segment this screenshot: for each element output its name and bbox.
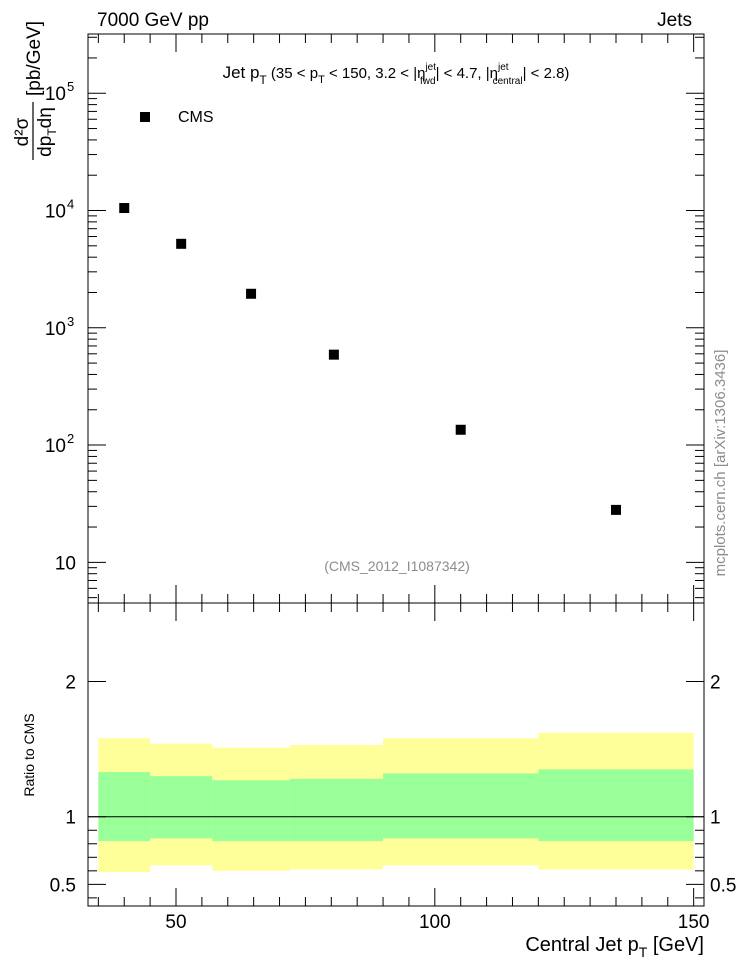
x-tick-labels: 50 100 150 bbox=[165, 912, 709, 933]
inner-band-bin bbox=[538, 769, 694, 842]
main-ticks bbox=[88, 34, 704, 603]
ratio-ticks bbox=[88, 603, 704, 906]
ratio-y-tick-label-right: 1 bbox=[710, 808, 721, 829]
legend-marker-cms bbox=[140, 112, 150, 122]
side-source-label: mcplots.cern.ch [arXiv:1306.3436] bbox=[712, 350, 729, 577]
main-y-tick-label-exponent: 5 bbox=[67, 79, 74, 94]
x-tick-label: 100 bbox=[419, 912, 451, 933]
main-y-tick-label: 10 bbox=[45, 319, 66, 340]
ratio-y-tick-label: 2 bbox=[65, 672, 76, 693]
main-y-tick-label: 10 bbox=[45, 202, 66, 223]
ratio-y-tick-label: 0.5 bbox=[50, 875, 76, 896]
y-label-unit: [pb/GeV] bbox=[24, 21, 45, 96]
data-point bbox=[246, 288, 257, 299]
ratio-y-tick-labels: 0.5 0.5 1 1 2 2 bbox=[50, 672, 737, 896]
data-points bbox=[119, 203, 621, 515]
main-y-tick-label-exponent: 3 bbox=[67, 314, 74, 329]
ratio-y-tick-label-right: 0.5 bbox=[710, 875, 736, 896]
inner-band-bin bbox=[289, 778, 384, 842]
plot-title: Jet pT (35 < pT < 150, 3.2 < |ηjet fwd| <… bbox=[223, 62, 570, 87]
ratio-y-axis-label: Ratio to CMS bbox=[21, 713, 37, 796]
data-point bbox=[119, 203, 130, 214]
main-y-tick-label: 10 bbox=[55, 553, 76, 574]
y-label-denominator: dpTdη bbox=[35, 107, 59, 157]
ratio-plot-frame bbox=[87, 602, 705, 907]
main-y-axis-label: d²σ dpTdη [pb/GeV] bbox=[12, 21, 59, 160]
main-y-tick-label-exponent: 4 bbox=[67, 197, 74, 212]
legend-label-cms: CMS bbox=[178, 109, 214, 126]
ratio-y-tick-label-right: 2 bbox=[710, 672, 721, 693]
process-label: Jets bbox=[657, 10, 692, 31]
ratio-y-tick-label: 1 bbox=[65, 808, 76, 829]
inner-band-bin bbox=[98, 772, 151, 842]
data-point bbox=[611, 504, 621, 515]
data-point bbox=[176, 238, 187, 249]
x-tick-label: 50 bbox=[165, 912, 186, 933]
inner-band-bin bbox=[212, 780, 290, 842]
x-axis-label: Central Jet pT [GeV] bbox=[525, 934, 704, 960]
main-plot-frame bbox=[87, 33, 705, 604]
inner-band-bin bbox=[383, 773, 539, 839]
inner-band-bin bbox=[150, 776, 213, 839]
ratio-plot-panel: 0.5 0.5 1 1 2 2 50 100 150 Ratio to CMS Central… bbox=[21, 602, 737, 960]
energy-label: 7000 GeV pp bbox=[97, 10, 209, 31]
data-point bbox=[455, 424, 466, 435]
data-point bbox=[328, 349, 339, 360]
y-label-numerator: d²σ bbox=[12, 117, 33, 146]
main-y-tick-label-exponent: 2 bbox=[67, 431, 74, 446]
analysis-annotation: (CMS_2012_I1087342) bbox=[324, 558, 470, 574]
legend: CMS bbox=[140, 109, 214, 126]
ratio-uncertainty-bands bbox=[98, 732, 694, 873]
main-y-tick-label: 10 bbox=[45, 436, 66, 457]
main-y-tick-label: 10 bbox=[45, 84, 66, 105]
x-tick-label: 150 bbox=[678, 912, 710, 933]
